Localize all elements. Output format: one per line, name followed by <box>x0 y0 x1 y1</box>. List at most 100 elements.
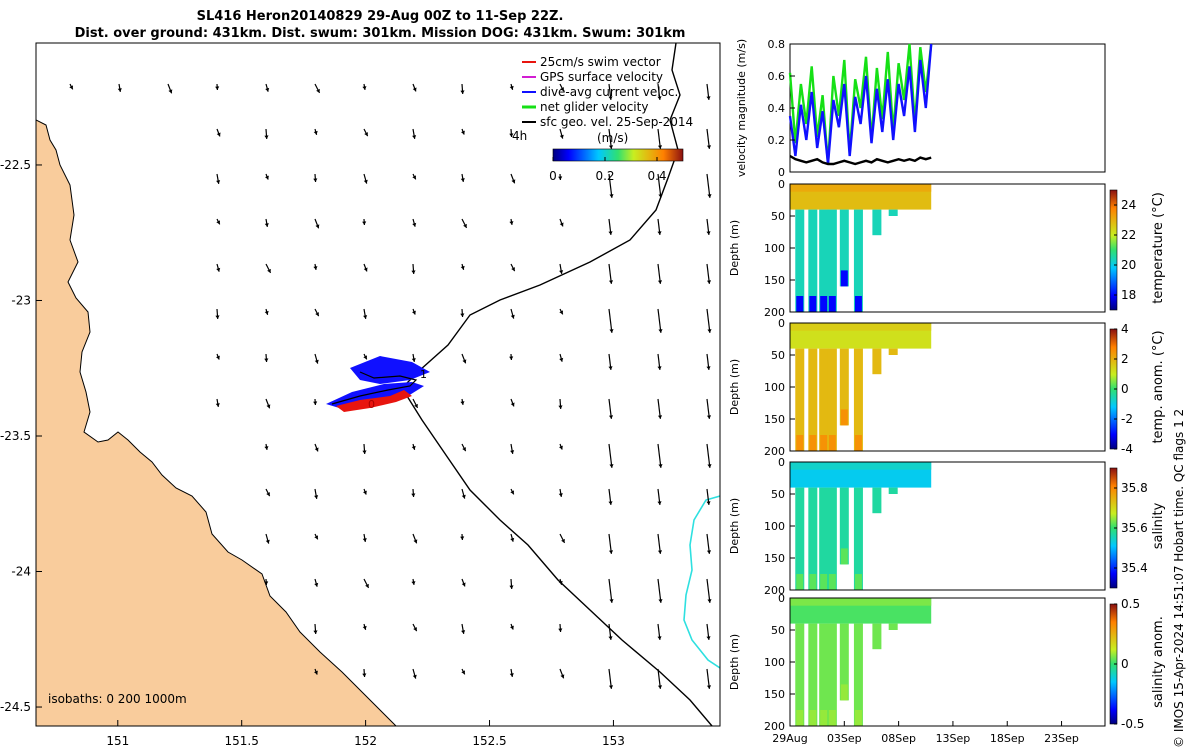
geo-arrow-head <box>608 145 614 149</box>
geo-arrow-head <box>755 366 759 370</box>
geo-arrow-shaft <box>706 308 711 333</box>
geo-arrow-head <box>460 401 465 405</box>
geo-arrow-head <box>657 366 662 370</box>
section-dive-bottom <box>828 296 836 312</box>
map-y-tick-label: -22.5 <box>0 158 31 172</box>
geo-arrow-head <box>558 628 563 632</box>
geostrophic-velocity-arrows <box>69 83 760 689</box>
section-dive-column <box>872 348 882 375</box>
geo-arrow-head <box>755 96 759 100</box>
section-y-tick-label: 200 <box>764 720 785 733</box>
section-y-tick-label: 50 <box>771 488 785 501</box>
geo-arrow-head <box>756 464 760 468</box>
geo-arrow-head <box>216 355 220 360</box>
map-y-tick-label: -24 <box>11 565 31 579</box>
geo-arrow-head <box>755 501 759 505</box>
section-dive-column <box>853 348 863 451</box>
map-colorbar-tick-label: 0 <box>549 169 557 183</box>
section-dive-column <box>872 209 882 236</box>
section-dive-column <box>872 487 882 514</box>
section-dive-column <box>888 348 898 355</box>
geo-arrow-head <box>609 599 614 603</box>
section-dive-bottom <box>796 574 804 590</box>
geo-arrow-head <box>461 630 466 634</box>
section-dive-column <box>819 623 829 726</box>
section-y-label: Depth (m) <box>728 220 741 276</box>
geo-arrow-head <box>313 401 318 405</box>
map-colorbar-ticks: 0 0.2 0.4 <box>549 157 667 183</box>
section-colorbar-tick-label: 22 <box>1121 228 1136 242</box>
geo-arrow-shaft <box>756 579 759 603</box>
geo-arrow-head <box>559 445 563 450</box>
geo-arrow-head <box>314 535 319 540</box>
geo-arrow-shaft <box>756 309 759 333</box>
section-dive-column <box>888 623 898 630</box>
map-x-tick-label: 151.5 <box>225 734 259 748</box>
section-dive-column <box>839 209 849 287</box>
geo-arrow-head <box>510 625 514 630</box>
geo-arrow-head <box>608 550 614 554</box>
geo-arrow-head <box>608 685 614 689</box>
section-y-tick-label: 0 <box>778 317 785 330</box>
geo-arrow-head <box>706 96 711 100</box>
figure-title-line1: SL416 Heron20140829 29-Aug 00Z to 11-Sep… <box>196 9 564 24</box>
section-dive-bottom <box>809 574 817 590</box>
geo-arrow-head <box>69 85 74 90</box>
geo-arrow-head <box>363 490 367 495</box>
section-y-tick-label: 50 <box>771 210 785 223</box>
map-colorbar-tick-label: 0.4 <box>647 169 666 183</box>
geo-arrow-head <box>657 415 663 419</box>
geo-arrow-head <box>461 582 466 587</box>
imos-credit: © IMOS 15-Apr-2024 14:51:07 Hobart time.… <box>1172 408 1186 748</box>
section-dive-bottom <box>796 435 804 451</box>
geo-arrow-head <box>414 403 418 408</box>
geo-arrow-shaft <box>756 444 759 468</box>
geo-arrow-head <box>314 359 319 364</box>
geo-arrow-head <box>755 636 759 640</box>
section-dive-bottom <box>796 710 804 726</box>
geo-arrow-head <box>509 673 514 677</box>
geo-arrow-head <box>509 133 514 137</box>
geo-arrow-head <box>609 194 614 198</box>
land-mass <box>36 120 396 726</box>
section-colorbar-label: salinity <box>1151 502 1166 549</box>
map-y-ticks: -22.5 -23 -23.5 -24 -24.5 <box>0 158 42 714</box>
geo-arrow-head <box>362 221 367 225</box>
section-dive-bottom <box>820 710 828 726</box>
section-dive-bottom <box>854 574 862 590</box>
geo-arrow-head <box>756 685 760 689</box>
velocity-y-tick-label: 0.2 <box>768 134 786 147</box>
section-dive-bottom <box>854 435 862 451</box>
geo-arrow-head <box>461 494 466 499</box>
geo-arrow-head <box>216 132 221 137</box>
geo-arrow-head <box>362 538 367 542</box>
section-dive-column <box>808 209 818 312</box>
geo-arrow-head <box>510 490 515 495</box>
geo-arrow-head <box>215 86 220 90</box>
geo-arrow-head <box>657 231 662 235</box>
geo-arrow-head <box>463 223 467 228</box>
section-colorbar-tick-label: 35.8 <box>1121 481 1148 495</box>
velocity-y-tick-label: 0 <box>778 166 785 179</box>
geo-arrow-head <box>411 445 416 450</box>
section-dive-bottom <box>809 435 817 451</box>
geo-arrow-head <box>460 178 465 182</box>
section-y-tick-label: 50 <box>771 624 785 637</box>
geo-arrow-shaft <box>756 354 758 370</box>
geo-arrow-head <box>706 550 712 554</box>
legend-label-swim: 25cm/s swim vector <box>540 55 661 69</box>
geo-arrow-shaft <box>756 624 758 640</box>
timeseries-panels: 0 0.2 0.4 0.6 0.8 velocity magnitude (m/s) 0 50… <box>728 38 1166 745</box>
geo-arrow-head <box>707 464 712 468</box>
geo-arrow-head <box>314 582 319 587</box>
geo-arrow-head <box>413 627 417 632</box>
geo-arrow-head <box>608 366 613 370</box>
section-dive-column <box>795 348 805 451</box>
section-dive-column <box>888 209 898 216</box>
velocity-y-tick-label: 0.4 <box>768 102 786 115</box>
geo-arrow-head <box>706 636 711 640</box>
geo-arrow-shaft <box>756 129 758 149</box>
section-dive-bottom <box>828 574 836 590</box>
section-colorbar-label: temp. anom. (°C) <box>1151 330 1166 443</box>
